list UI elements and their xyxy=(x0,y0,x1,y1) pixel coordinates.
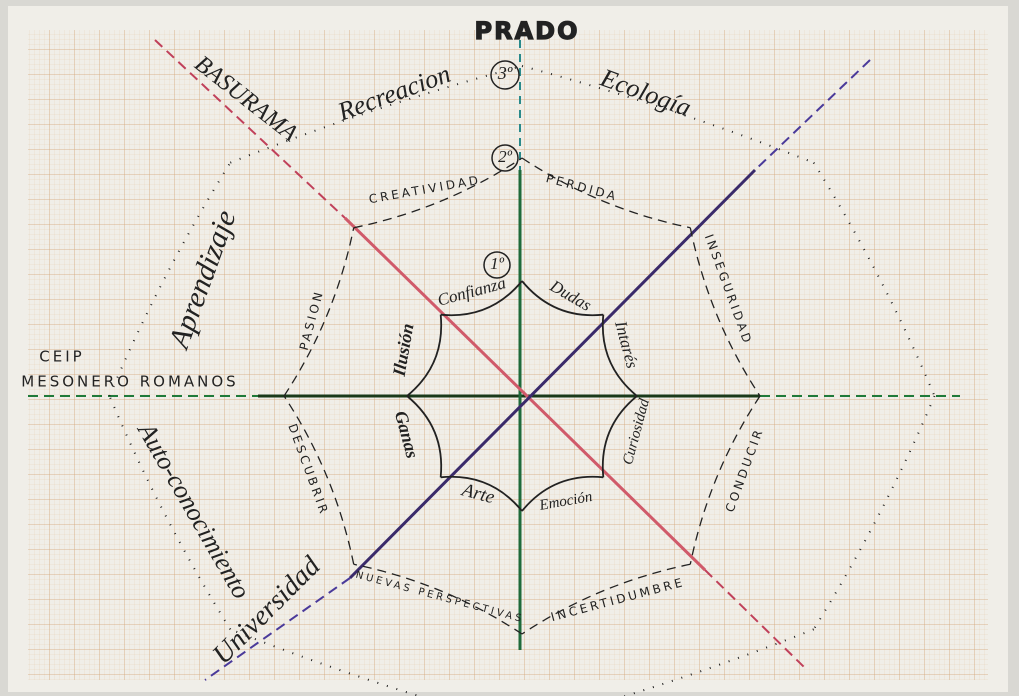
graph-grid xyxy=(28,30,988,680)
side-label: CEIP xyxy=(39,348,84,366)
side-label: MESONERO ROMANOS xyxy=(21,373,238,391)
diagram: PRADO BASURAMA CEIP MESONERO ROMANOS Uni… xyxy=(0,0,1019,696)
ring-number: 3º xyxy=(497,63,513,83)
ring-number: 1º xyxy=(490,254,505,273)
title: PRADO xyxy=(475,17,580,45)
ring-number: 2º xyxy=(498,147,513,166)
